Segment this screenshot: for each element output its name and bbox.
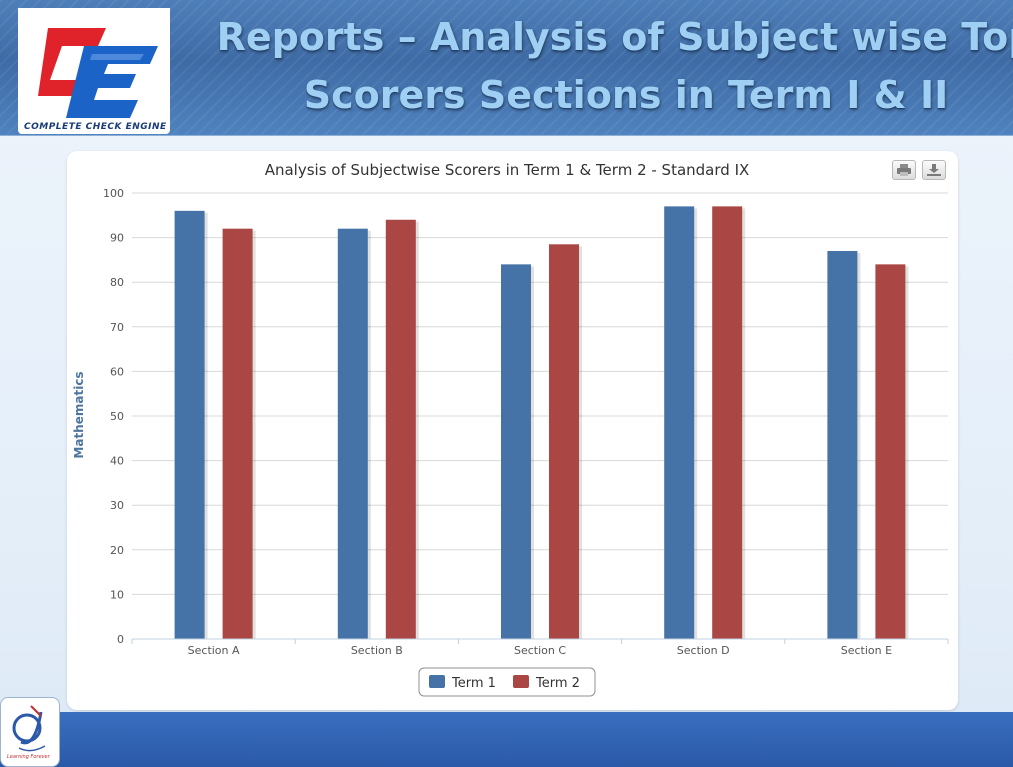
page-title: Reports – Analysis of Subject wise Top S… bbox=[176, 8, 1013, 124]
chart-container bbox=[67, 151, 958, 710]
printer-icon bbox=[897, 164, 911, 176]
footer-logo-text: Learning Forever bbox=[7, 754, 50, 760]
footer-logo: Learning Forever bbox=[0, 697, 60, 767]
page-title-line-2: Scorers Sections in Term I & II bbox=[303, 73, 949, 117]
footer-bar bbox=[0, 712, 1013, 767]
download-icon bbox=[927, 164, 941, 176]
slide-header: COMPLETE CHECK ENGINE Reports – Analysis… bbox=[0, 0, 1013, 136]
cce-logo: COMPLETE CHECK ENGINE bbox=[18, 8, 170, 134]
print-button[interactable] bbox=[892, 160, 916, 180]
cce-logo-mark bbox=[38, 28, 158, 118]
logo-text: COMPLETE CHECK ENGINE bbox=[24, 122, 167, 132]
page-title-line-1: Reports – Analysis of Subject wise Top bbox=[216, 15, 1013, 59]
download-button[interactable] bbox=[922, 160, 946, 180]
footer-logo-mark bbox=[12, 705, 46, 752]
